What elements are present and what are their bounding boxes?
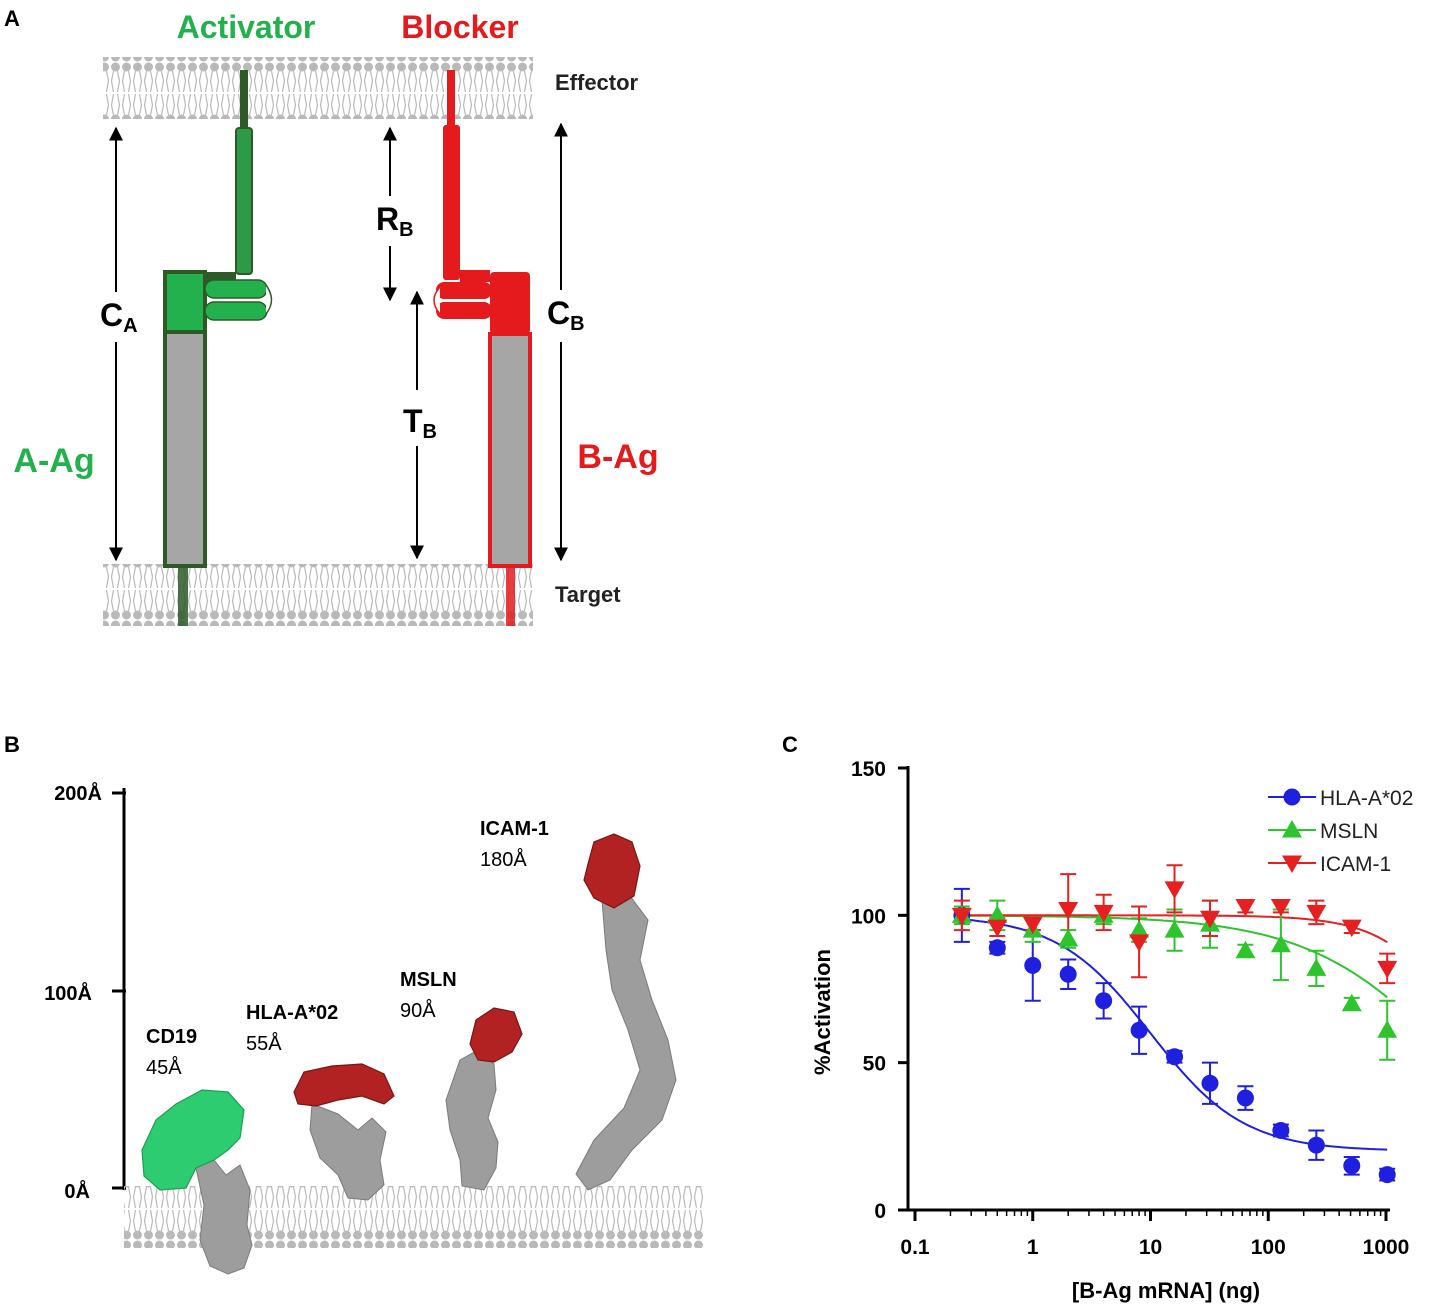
panel-b: B 200Å 100Å 0Å CD19 45Å HLA-A*02 55Å MSL…: [4, 732, 704, 1275]
data-point-hla-a-02: [1343, 1157, 1361, 1175]
rb-label: RB: [376, 201, 414, 241]
cd19-name: CD19: [146, 1026, 197, 1048]
y-tick-label: 150: [851, 758, 886, 781]
msln-structure: MSLN 90Å: [400, 969, 523, 1191]
data-point-icam-1: [1164, 881, 1185, 899]
data-point-icam-1: [987, 919, 1008, 938]
effector-membrane: [103, 57, 533, 119]
data-point-hla-a-02: [1307, 1136, 1325, 1154]
data-point-msln: [1058, 928, 1079, 947]
hla-a02-structure: HLA-A*02 55Å: [246, 1002, 395, 1201]
data-point-icam-1: [1129, 934, 1150, 952]
x-tick-label: 1: [1027, 1236, 1039, 1259]
x-tick-label: 10: [1139, 1236, 1162, 1259]
data-point-icam-1: [951, 907, 972, 926]
x-tick-label: 1000: [1363, 1236, 1410, 1259]
data-point-hla-a-02: [1059, 965, 1077, 983]
panel-c: C %Activation [B-Ag mRNA] (ng) 0 50 100 150…: [782, 732, 1413, 1303]
data-point-hla-a-02: [1130, 1021, 1148, 1039]
data-point-icam-1: [1022, 916, 1043, 935]
msln-size: 90Å: [400, 999, 436, 1022]
cd19-structure: CD19 45Å: [141, 1026, 253, 1275]
data-point-hla-a-02: [1166, 1048, 1184, 1066]
activator-receptor: [163, 70, 273, 334]
data-point-msln: [1129, 920, 1150, 938]
x-tick-label: 100: [1251, 1236, 1286, 1259]
legend-marker: [1283, 788, 1301, 806]
legend-label: ICAM-1: [1320, 853, 1391, 876]
data-point-msln: [1235, 940, 1256, 959]
data-point-icam-1: [1270, 898, 1291, 917]
y-tick-label: 0: [874, 1200, 886, 1223]
legend-marker: [1282, 820, 1302, 838]
data-point-icam-1: [1199, 910, 1220, 929]
blocker-label: Blocker: [401, 9, 518, 45]
blocker-receptor: [433, 70, 530, 334]
legend-label: MSLN: [1320, 820, 1378, 843]
data-point-icam-1: [1058, 901, 1079, 920]
data-point-icam-1: [1235, 898, 1256, 917]
data-point-hla-a-02: [988, 939, 1006, 957]
data-point-hla-a-02: [1378, 1166, 1396, 1184]
panel-b-letter: B: [4, 732, 20, 757]
data-point-msln: [1164, 920, 1185, 938]
y-tick-label: 100: [851, 905, 886, 928]
y-tick-label: 50: [863, 1053, 886, 1076]
dose-response-chart: %Activation [B-Ag mRNA] (ng) 0 50 100 150 0.…: [810, 758, 1413, 1303]
ca-label: CA: [100, 297, 138, 337]
data-point-msln: [1377, 1020, 1398, 1038]
data-point-msln: [987, 905, 1008, 923]
scale-tick-100: 100Å: [44, 981, 92, 1005]
icam1-name: ICAM-1: [480, 818, 549, 840]
panel-a-letter: A: [4, 6, 20, 31]
effector-label: Effector: [555, 70, 639, 95]
data-point-icam-1: [1377, 960, 1398, 979]
data-point-icam-1: [1093, 904, 1114, 923]
icam1-structure: ICAM-1 180Å: [480, 818, 677, 1191]
y-axis-label: %Activation: [810, 949, 835, 1075]
b-ag-label: B-Ag: [577, 438, 658, 476]
legend-marker: [1282, 855, 1302, 873]
x-axis-label: [B-Ag mRNA] (ng): [1072, 1278, 1260, 1303]
x-tick-label: 0.1: [900, 1236, 930, 1259]
data-point-hla-a-02: [1236, 1089, 1254, 1107]
panel-a: A Activator Blocker Effector Target: [4, 6, 659, 626]
target-label: Target: [555, 582, 621, 607]
data-point-msln: [1270, 934, 1291, 953]
data-point-hla-a-02: [1201, 1074, 1219, 1092]
fit-curve-hla-a-02: [961, 918, 1388, 1151]
data-point-icam-1: [1306, 904, 1327, 923]
icam1-size: 180Å: [480, 848, 527, 871]
panel-c-letter: C: [782, 732, 798, 757]
target-membrane: [103, 564, 533, 626]
activator-label: Activator: [177, 9, 316, 45]
data-point-hla-a-02: [1095, 992, 1113, 1010]
legend-label: HLA-A*02: [1320, 787, 1413, 810]
b-ag-antigen: [488, 332, 532, 626]
hla-a02-name: HLA-A*02: [246, 1002, 338, 1024]
scale-tick-200: 200Å: [54, 781, 102, 805]
scale-tick-0: 0Å: [64, 1179, 90, 1203]
data-point-msln: [1306, 958, 1327, 976]
data-point-icam-1: [1341, 919, 1362, 938]
tb-label: TB: [403, 403, 437, 443]
hla-a02-size: 55Å: [246, 1032, 282, 1055]
cb-label: CB: [547, 295, 585, 335]
msln-name: MSLN: [400, 969, 457, 991]
cd19-size: 45Å: [146, 1056, 182, 1079]
data-point-hla-a-02: [1024, 956, 1042, 974]
data-point-msln: [1341, 993, 1362, 1012]
data-point-hla-a-02: [1272, 1121, 1290, 1139]
a-ag-antigen: [163, 330, 207, 626]
a-ag-label: A-Ag: [13, 442, 94, 480]
